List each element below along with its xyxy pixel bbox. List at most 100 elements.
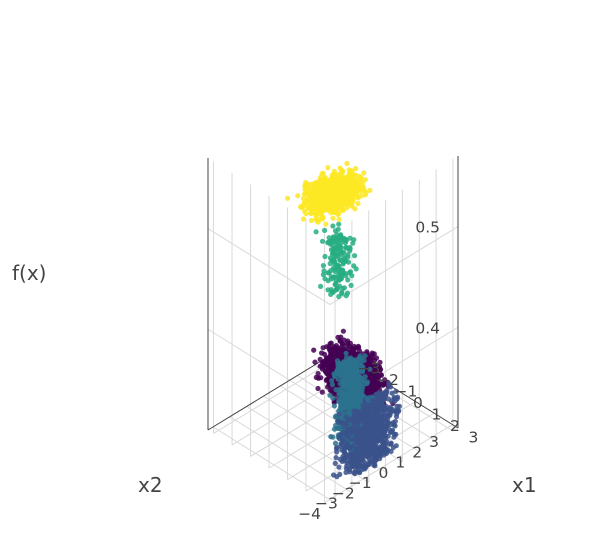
scatter-point — [332, 373, 338, 379]
scatter-point — [339, 267, 346, 273]
scatter-point — [350, 196, 356, 202]
scatter-point — [339, 368, 345, 374]
tick-label-x1: −3 — [358, 359, 381, 377]
scatter-point — [351, 403, 357, 409]
scatter-point — [333, 446, 340, 452]
scatter-point — [381, 395, 387, 401]
tick-label-x2: −1 — [349, 474, 372, 492]
tick-label-x1: −1 — [395, 382, 418, 400]
scatter-point — [339, 447, 345, 453]
scatter-point — [336, 216, 342, 222]
scatter-point — [354, 385, 360, 391]
tick-label-x1: 3 — [468, 429, 478, 447]
scatter-point — [387, 406, 393, 412]
scatter-point — [355, 424, 361, 430]
scatter-point — [363, 446, 369, 452]
scatter-point — [356, 369, 362, 375]
scatter-point — [328, 388, 335, 394]
scatter-point — [388, 440, 394, 446]
scatter-point — [340, 328, 346, 334]
scatter-point — [338, 362, 344, 368]
scatter-point — [346, 360, 352, 366]
scatter-point — [328, 276, 334, 282]
grid-line-wall-z — [207, 228, 331, 305]
scatter-point — [366, 356, 372, 362]
scatter-point — [378, 405, 384, 411]
scatter-point — [312, 203, 318, 210]
tick-label-x2: 0 — [379, 464, 389, 482]
scatter-point — [381, 450, 387, 456]
scatter-point — [367, 187, 373, 193]
scatter-point — [313, 186, 319, 192]
grid-line-wall-z — [207, 328, 331, 406]
scatter-point — [334, 368, 340, 374]
scatter-point — [340, 259, 346, 265]
scatter-point — [335, 205, 341, 211]
scatter-point — [333, 277, 339, 284]
tick-label-x2: −3 — [315, 495, 338, 513]
grid-line-wall-z — [329, 226, 459, 305]
scatter-point — [320, 263, 326, 269]
scatter-point — [329, 378, 335, 384]
scatter-point — [330, 234, 336, 240]
scatter-point — [285, 195, 291, 201]
scatter-point — [345, 371, 352, 377]
scatter-point — [339, 170, 345, 176]
scatter-point — [353, 429, 359, 435]
scatter-point — [393, 431, 399, 437]
scatter-point — [389, 390, 395, 396]
scatter-point — [319, 389, 325, 395]
scatter-point — [359, 426, 365, 432]
scatter-point — [343, 365, 349, 371]
scatter-point — [371, 414, 377, 420]
scatter-point — [338, 276, 344, 282]
scatter-point — [357, 374, 363, 380]
scatter-point — [360, 463, 366, 470]
scatter-point — [321, 268, 327, 274]
scatter-point — [345, 259, 352, 265]
scatter-point — [364, 440, 370, 446]
scatter-point — [393, 388, 399, 394]
scatter-point — [355, 200, 361, 207]
scatter-point — [323, 221, 329, 227]
scatter-point — [313, 229, 319, 235]
scatter-point — [334, 474, 340, 480]
scatter-point — [337, 247, 343, 253]
scatter-point — [360, 180, 366, 186]
scatter-point — [343, 414, 349, 420]
scatter-point — [347, 417, 353, 423]
scatter-point — [377, 452, 383, 458]
scatter-point — [327, 260, 333, 267]
scatter-point — [331, 426, 338, 432]
tick-label-x1: 1 — [431, 406, 441, 424]
scatter-point — [315, 370, 321, 377]
scatter-point — [321, 208, 327, 214]
scatter-point — [375, 400, 381, 406]
scatter-point — [311, 347, 317, 353]
scatter-point — [332, 200, 338, 206]
scatter-point — [394, 394, 401, 400]
scatter-point — [312, 209, 318, 215]
scatter-point — [358, 394, 364, 400]
scatter-point — [345, 254, 351, 260]
scatter-point — [362, 417, 368, 423]
scatter-point — [344, 343, 350, 349]
scatter-point — [356, 348, 363, 354]
scatter-point — [369, 447, 375, 453]
scatter-point — [342, 381, 348, 387]
scatter-point — [330, 223, 336, 229]
scatter-point — [356, 355, 362, 361]
scatter-point — [334, 195, 340, 201]
scatter-point — [389, 428, 395, 434]
scatter-point — [375, 383, 381, 389]
scatter-point — [335, 211, 341, 217]
scatter-point — [350, 240, 356, 246]
scatter-point — [336, 293, 342, 300]
scatter-point — [346, 201, 352, 207]
scatter-point — [363, 404, 369, 410]
scatter-point — [335, 376, 341, 382]
scatter-point — [329, 241, 335, 247]
scatter-point — [343, 350, 349, 356]
scatter-point — [336, 221, 342, 227]
